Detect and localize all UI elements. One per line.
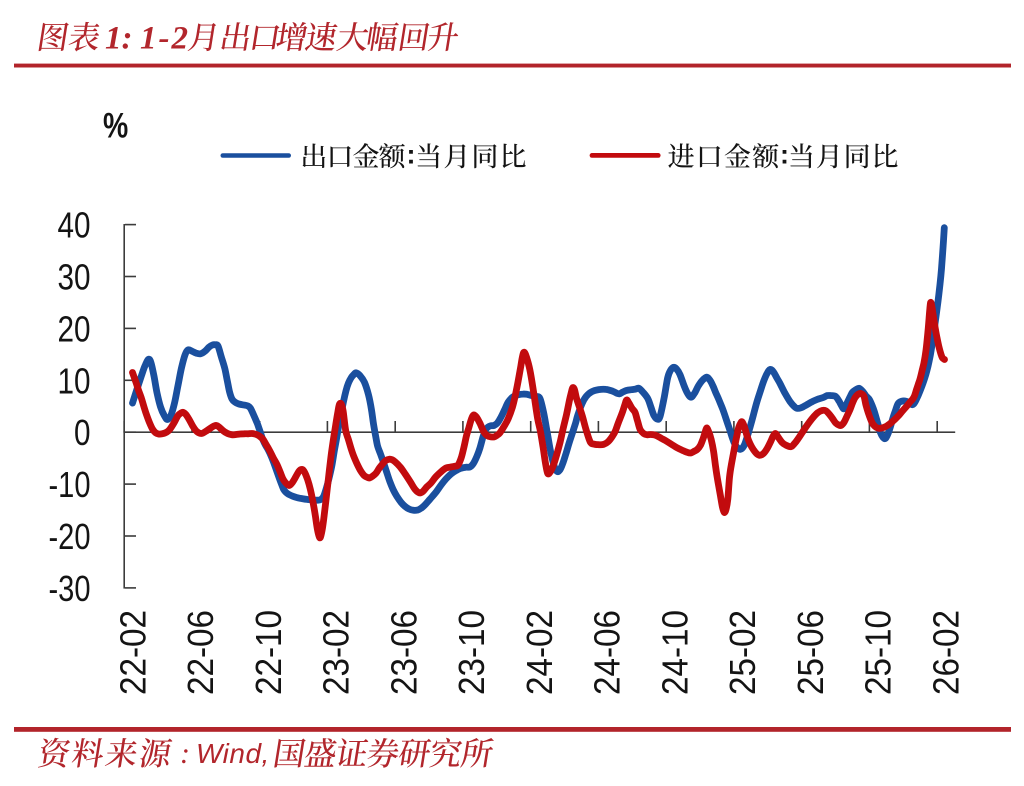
svg-text:23-10: 23-10 [451,610,492,695]
svg-text:-20: -20 [49,516,91,557]
svg-text:-30: -30 [49,568,91,609]
svg-text:22-02: 22-02 [112,610,153,695]
svg-text:24-10: 24-10 [654,610,695,695]
svg-text:20: 20 [58,308,91,349]
svg-text::: : [407,140,416,170]
svg-text:22-10: 22-10 [248,610,289,695]
svg-text:0: 0 [74,412,91,453]
svg-text:24-02: 24-02 [519,610,560,695]
svg-text:1:: 1: [105,21,133,57]
svg-text:30: 30 [58,257,91,298]
svg-text:23-02: 23-02 [316,610,357,695]
svg-text:24-06: 24-06 [587,610,628,695]
svg-text::: : [180,737,190,770]
svg-text:26-02: 26-02 [925,610,966,695]
svg-text:%: % [103,106,128,146]
svg-text::: : [780,140,789,170]
svg-text:10: 10 [58,360,91,401]
svg-text:22-06: 22-06 [180,610,221,695]
svg-text:40: 40 [58,205,91,246]
svg-text:25-06: 25-06 [790,610,831,695]
svg-text:25-02: 25-02 [722,610,763,695]
svg-text:25-10: 25-10 [858,610,899,695]
svg-text:1-2: 1-2 [140,21,190,57]
svg-text:-10: -10 [49,464,91,505]
svg-text:Wind,: Wind, [196,738,270,769]
svg-text:23-06: 23-06 [383,610,424,695]
